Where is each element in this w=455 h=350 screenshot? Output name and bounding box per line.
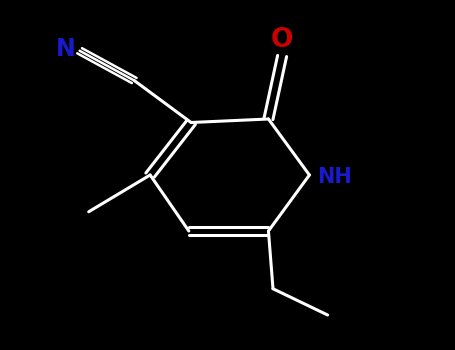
- Text: N: N: [56, 37, 76, 61]
- Text: NH: NH: [317, 167, 352, 187]
- Text: O: O: [271, 27, 293, 53]
